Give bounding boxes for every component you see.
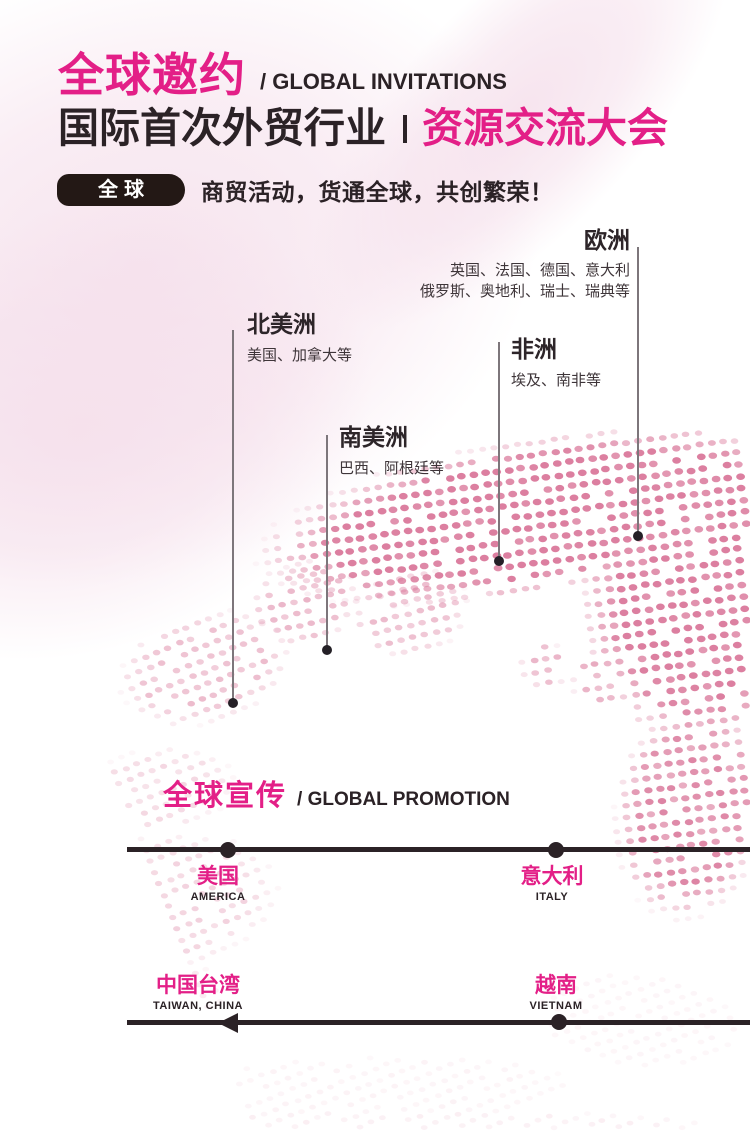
subtitle-row: 国际首次外贸行业 资源交流大会 bbox=[58, 108, 668, 149]
promotion-title-row: 全球宣传 / GLOBAL PROMOTION bbox=[163, 782, 510, 811]
stop-name-en: VIETNAM bbox=[529, 1000, 583, 1012]
region-title: 北美洲 bbox=[247, 311, 316, 337]
subtitle-divider bbox=[403, 114, 407, 143]
global-badge-label: 全球 bbox=[98, 179, 150, 201]
main-title-cn: 全球邀约 bbox=[58, 49, 246, 101]
stop-name-cn: 美国 bbox=[197, 865, 239, 888]
main-title-row: 全球邀约 / GLOBAL INVITATIONS bbox=[58, 52, 507, 98]
promotion-timeline-1 bbox=[127, 847, 750, 852]
region-countries: 英国、法国、德国、意大利 俄罗斯、奥地利、瑞士、瑞典等 bbox=[420, 260, 630, 302]
stop-vietnam: 越南 VIETNAM bbox=[486, 975, 626, 1012]
region-title: 非洲 bbox=[511, 336, 557, 362]
stop-america: 美国 AMERICA bbox=[148, 866, 288, 903]
region-countries-line1: 英国、法国、德国、意大利 bbox=[449, 262, 630, 279]
slogan-text: 商贸活动，货通全球，共创繁荣！ bbox=[201, 179, 554, 205]
map-pin-north-america bbox=[228, 330, 238, 708]
region-africa: 非洲 埃及、南非等 bbox=[511, 338, 601, 391]
promotion-timeline-2 bbox=[127, 1020, 750, 1025]
timeline-arrow-left-icon bbox=[218, 1013, 238, 1033]
map-pin-south-america bbox=[322, 435, 332, 655]
region-north-america: 北美洲 美国、加拿大等 bbox=[247, 313, 352, 366]
timeline-dot-vietnam bbox=[551, 1014, 567, 1030]
stop-taiwan: 中国台湾 TAIWAN, CHINA bbox=[128, 975, 268, 1012]
stop-italy: 意大利 ITALY bbox=[482, 866, 622, 903]
pin-dot-icon bbox=[322, 645, 332, 655]
stop-name-en: AMERICA bbox=[190, 891, 246, 903]
region-title: 南美洲 bbox=[339, 424, 408, 450]
promotion-title-en: / GLOBAL PROMOTION bbox=[297, 789, 510, 810]
pin-dot-icon bbox=[228, 698, 238, 708]
map-pin-africa bbox=[494, 342, 504, 566]
main-title-en: / GLOBAL INVITATIONS bbox=[260, 69, 507, 94]
region-south-america: 南美洲 巴西、阿根廷等 bbox=[339, 426, 444, 479]
badge-row: 全球 商贸活动，货通全球，共创繁荣！ bbox=[57, 173, 554, 207]
stop-name-cn: 意大利 bbox=[520, 865, 584, 888]
region-europe: 欧洲 英国、法国、德国、意大利 俄罗斯、奥地利、瑞士、瑞典等 bbox=[420, 229, 630, 302]
stop-name-cn: 中国台湾 bbox=[156, 974, 240, 997]
subtitle-black: 国际首次外贸行业 bbox=[58, 105, 386, 151]
pin-dot-icon bbox=[633, 531, 643, 541]
region-title: 欧洲 bbox=[584, 227, 630, 253]
stop-name-cn: 越南 bbox=[535, 974, 577, 997]
global-badge: 全球 bbox=[57, 174, 185, 206]
timeline-dot-italy bbox=[548, 842, 564, 858]
region-countries: 美国、加拿大等 bbox=[247, 347, 353, 364]
pin-dot-icon bbox=[494, 556, 504, 566]
region-countries: 巴西、阿根廷等 bbox=[339, 460, 445, 477]
timeline-dot-america bbox=[220, 842, 236, 858]
region-countries-line2: 俄罗斯、奥地利、瑞士、瑞典等 bbox=[419, 283, 630, 300]
stop-name-en: ITALY bbox=[535, 891, 569, 903]
subtitle-magenta: 资源交流大会 bbox=[422, 105, 668, 151]
promotion-title-cn: 全球宣传 bbox=[163, 780, 288, 812]
map-pin-europe bbox=[633, 247, 643, 541]
region-countries: 埃及、南非等 bbox=[511, 372, 602, 389]
stop-name-en: TAIWAN, CHINA bbox=[152, 1000, 243, 1012]
